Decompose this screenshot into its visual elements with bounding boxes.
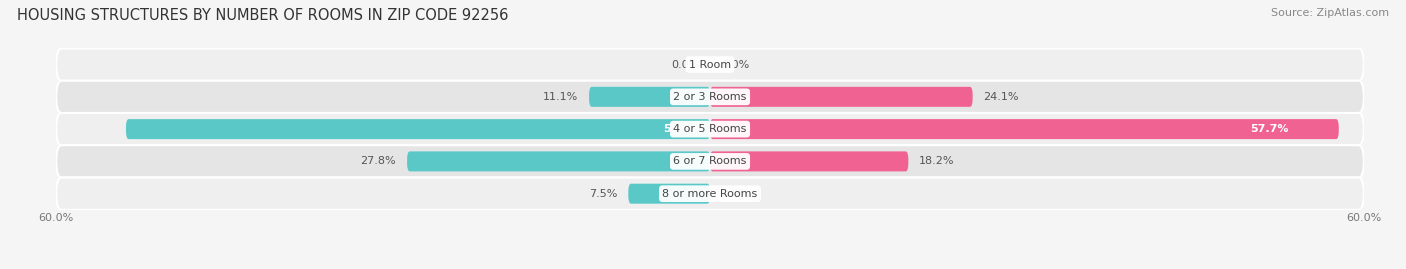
FancyBboxPatch shape [408,151,710,171]
Text: 6 or 7 Rooms: 6 or 7 Rooms [673,156,747,167]
Text: 11.1%: 11.1% [543,92,578,102]
Text: 53.6%: 53.6% [664,124,702,134]
FancyBboxPatch shape [56,81,1364,113]
Text: Source: ZipAtlas.com: Source: ZipAtlas.com [1271,8,1389,18]
FancyBboxPatch shape [628,184,710,204]
Text: 0.0%: 0.0% [721,59,749,70]
Text: 8 or more Rooms: 8 or more Rooms [662,189,758,199]
Text: 0.0%: 0.0% [721,189,749,199]
Text: 24.1%: 24.1% [984,92,1019,102]
FancyBboxPatch shape [56,178,1364,210]
Legend: Owner-occupied, Renter-occupied: Owner-occupied, Renter-occupied [583,266,837,269]
FancyBboxPatch shape [56,48,1364,81]
FancyBboxPatch shape [56,145,1364,178]
FancyBboxPatch shape [56,113,1364,145]
Text: HOUSING STRUCTURES BY NUMBER OF ROOMS IN ZIP CODE 92256: HOUSING STRUCTURES BY NUMBER OF ROOMS IN… [17,8,508,23]
Text: 57.7%: 57.7% [1250,124,1288,134]
FancyBboxPatch shape [127,119,710,139]
Text: 4 or 5 Rooms: 4 or 5 Rooms [673,124,747,134]
Text: 1 Room: 1 Room [689,59,731,70]
Text: 18.2%: 18.2% [920,156,955,167]
FancyBboxPatch shape [710,119,1339,139]
Text: 2 or 3 Rooms: 2 or 3 Rooms [673,92,747,102]
FancyBboxPatch shape [710,87,973,107]
FancyBboxPatch shape [710,151,908,171]
FancyBboxPatch shape [589,87,710,107]
Text: 0.0%: 0.0% [671,59,699,70]
Text: 27.8%: 27.8% [360,156,396,167]
Text: 7.5%: 7.5% [589,189,617,199]
